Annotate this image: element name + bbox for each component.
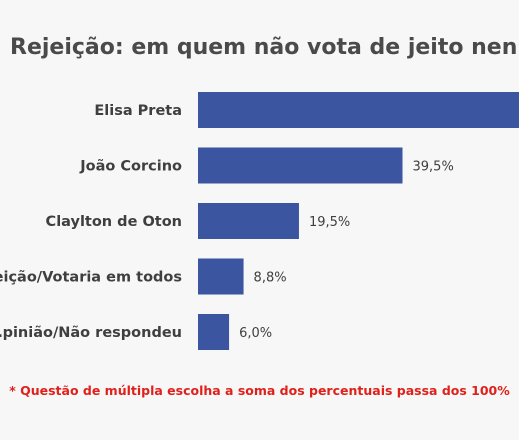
chart-footnote: * Questão de múltipla escolha a soma dos… — [9, 383, 510, 398]
data-label: 39,5% — [413, 160, 454, 175]
category-label: …eição/Votaria em todos — [0, 270, 182, 286]
category-label: …pinião/Não respondeu — [0, 325, 182, 341]
category-label: Claylton de Oton — [46, 214, 182, 230]
data-label: 19,5% — [309, 215, 350, 230]
bar — [198, 203, 299, 239]
bar — [198, 258, 244, 295]
category-label: Elisa Preta — [94, 103, 182, 119]
bar — [198, 92, 519, 128]
bar — [198, 314, 230, 350]
bars-group: Elisa Preta João Corcino 39,5% Claylton de … — [0, 92, 519, 350]
chart-title: Rejeição: em quem não vota de jeito nenh… — [10, 35, 519, 60]
bar — [198, 147, 403, 184]
data-label: 6,0% — [239, 326, 272, 341]
category-label: João Corcino — [79, 159, 182, 175]
data-label: 8,8% — [254, 271, 287, 286]
